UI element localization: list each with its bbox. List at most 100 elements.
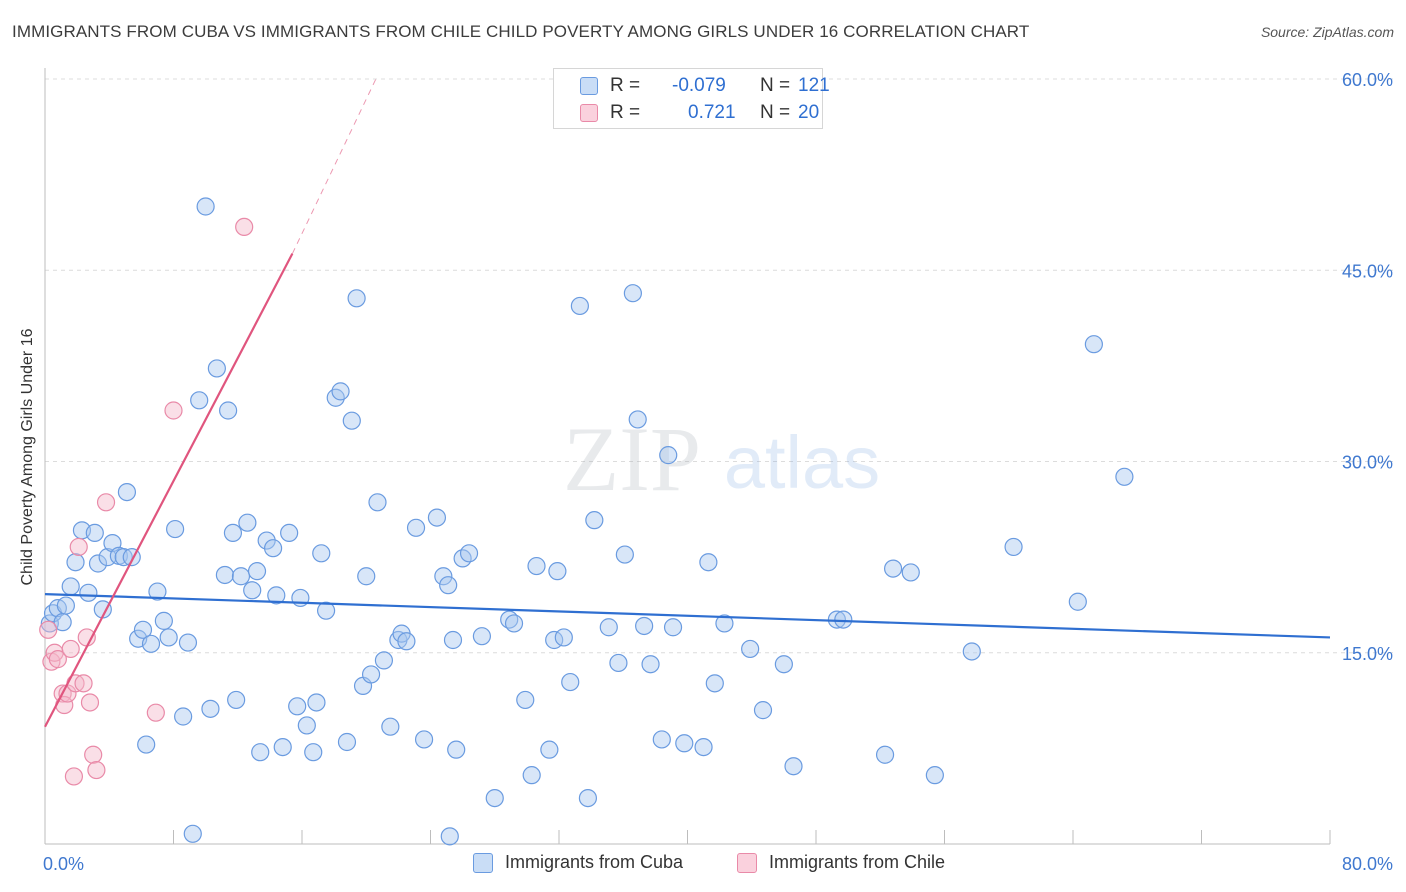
cuba-point bbox=[434, 567, 453, 586]
cuba-point bbox=[207, 359, 226, 378]
cuba-point bbox=[273, 737, 292, 757]
cuba-point bbox=[183, 824, 202, 843]
chile-point bbox=[80, 693, 100, 712]
legend-n-value: 121 bbox=[798, 75, 830, 96]
cuba-point bbox=[561, 672, 580, 692]
cuba-point bbox=[443, 630, 463, 650]
cuba-point bbox=[962, 642, 981, 661]
cuba-point bbox=[368, 493, 387, 512]
cuba-point bbox=[190, 391, 209, 410]
tick-labels: 15.0% 30.0% 45.0% 60.0% 0.0% 80.0% bbox=[43, 70, 1393, 874]
cuba-point bbox=[784, 757, 803, 776]
cuba-point bbox=[137, 735, 156, 754]
bottom-legend-swatch-chile bbox=[737, 853, 757, 873]
watermark-atlas: atlas bbox=[724, 421, 880, 504]
cuba-point bbox=[79, 583, 98, 602]
legend-n-value: 20 bbox=[798, 102, 820, 123]
bottom-legend-swatch-cuba bbox=[473, 853, 493, 873]
cuba-point bbox=[741, 639, 760, 659]
cuba-point bbox=[304, 743, 323, 762]
cuba-point bbox=[141, 634, 161, 653]
cuba-point bbox=[159, 628, 178, 647]
cuba-point bbox=[447, 740, 466, 759]
chile-point bbox=[48, 650, 67, 669]
cuba-point bbox=[154, 611, 173, 630]
legend-r-label: R = bbox=[610, 75, 641, 96]
cuba-point bbox=[166, 519, 185, 539]
cuba-point bbox=[148, 582, 167, 601]
cuba-point bbox=[652, 730, 671, 749]
y-tick-label: 45.0% bbox=[1342, 261, 1393, 281]
cuba-point bbox=[615, 545, 634, 564]
cuba-point bbox=[570, 296, 589, 316]
legend-n-label: N = bbox=[760, 75, 791, 96]
cuba-point bbox=[663, 618, 683, 637]
cuba-point bbox=[280, 523, 299, 543]
series-cuba-points bbox=[40, 197, 1134, 846]
cuba-point bbox=[251, 743, 270, 762]
cuba-point bbox=[774, 655, 793, 674]
series-chile-points bbox=[39, 217, 254, 786]
cuba-point bbox=[472, 627, 491, 646]
cuba-point bbox=[267, 586, 286, 605]
cuba-point bbox=[201, 699, 220, 718]
cuba-point bbox=[753, 701, 773, 720]
cuba-point bbox=[88, 554, 108, 573]
y-tick-label: 30.0% bbox=[1342, 453, 1393, 473]
cuba-point bbox=[307, 693, 326, 712]
cuba-point bbox=[705, 674, 724, 693]
cuba-point bbox=[61, 577, 80, 596]
cuba-point bbox=[133, 620, 153, 639]
cuba-point bbox=[585, 511, 604, 530]
chile-point bbox=[64, 767, 84, 786]
cuba-point bbox=[361, 665, 381, 684]
cuba-point bbox=[540, 740, 559, 759]
cuba-point bbox=[263, 539, 283, 558]
y-tick-label: 15.0% bbox=[1342, 644, 1393, 664]
cuba-point bbox=[219, 401, 238, 420]
legend-swatch-cuba bbox=[580, 77, 598, 95]
cuba-point bbox=[1084, 335, 1103, 354]
legend-r-value: -0.079 bbox=[672, 75, 726, 96]
trend-line-cuba bbox=[44, 593, 1331, 639]
cuba-point bbox=[247, 562, 267, 581]
cuba-point bbox=[527, 556, 546, 576]
chile-point bbox=[235, 217, 254, 236]
cuba-point bbox=[231, 567, 251, 586]
cuba-point bbox=[397, 632, 416, 651]
cuba-point bbox=[223, 523, 243, 543]
cuba-point bbox=[439, 576, 458, 595]
cuba-point bbox=[599, 618, 618, 637]
cuba-point bbox=[628, 410, 647, 429]
legend-r-label: R = bbox=[610, 102, 641, 123]
trend-line-chile-extension bbox=[291, 78, 377, 254]
cuba-point bbox=[1115, 467, 1134, 486]
bottom-legend-label-chile: Immigrants from Chile bbox=[769, 852, 946, 872]
chile-point bbox=[164, 401, 183, 420]
cuba-point bbox=[117, 483, 137, 502]
grid-lines bbox=[45, 78, 1395, 654]
chart-title: IMMIGRANTS FROM CUBA VS IMMIGRANTS FROM … bbox=[12, 22, 1030, 41]
legend-r-value: 0.721 bbox=[688, 102, 736, 123]
source-label: Source: ZipAtlas.com bbox=[1260, 24, 1394, 40]
cuba-point bbox=[675, 734, 694, 753]
chile-point bbox=[69, 537, 88, 557]
chile-point bbox=[146, 703, 165, 722]
cuba-point bbox=[312, 544, 331, 563]
legend-swatch-chile bbox=[580, 104, 598, 122]
chile-point bbox=[84, 745, 103, 764]
cuba-point bbox=[347, 289, 366, 308]
cuba-point bbox=[440, 827, 459, 846]
cuba-point bbox=[337, 732, 357, 752]
cuba-point bbox=[406, 518, 426, 537]
cuba-point bbox=[227, 690, 246, 710]
cuba-point bbox=[381, 717, 400, 736]
cuba-point bbox=[623, 284, 642, 303]
cuba-point bbox=[459, 544, 479, 563]
cuba-point bbox=[288, 697, 307, 716]
cuba-point bbox=[1004, 537, 1023, 557]
cuba-point bbox=[522, 766, 541, 785]
legend-n-label: N = bbox=[760, 102, 791, 123]
cuba-point bbox=[215, 565, 234, 585]
cuba-point bbox=[609, 653, 628, 673]
